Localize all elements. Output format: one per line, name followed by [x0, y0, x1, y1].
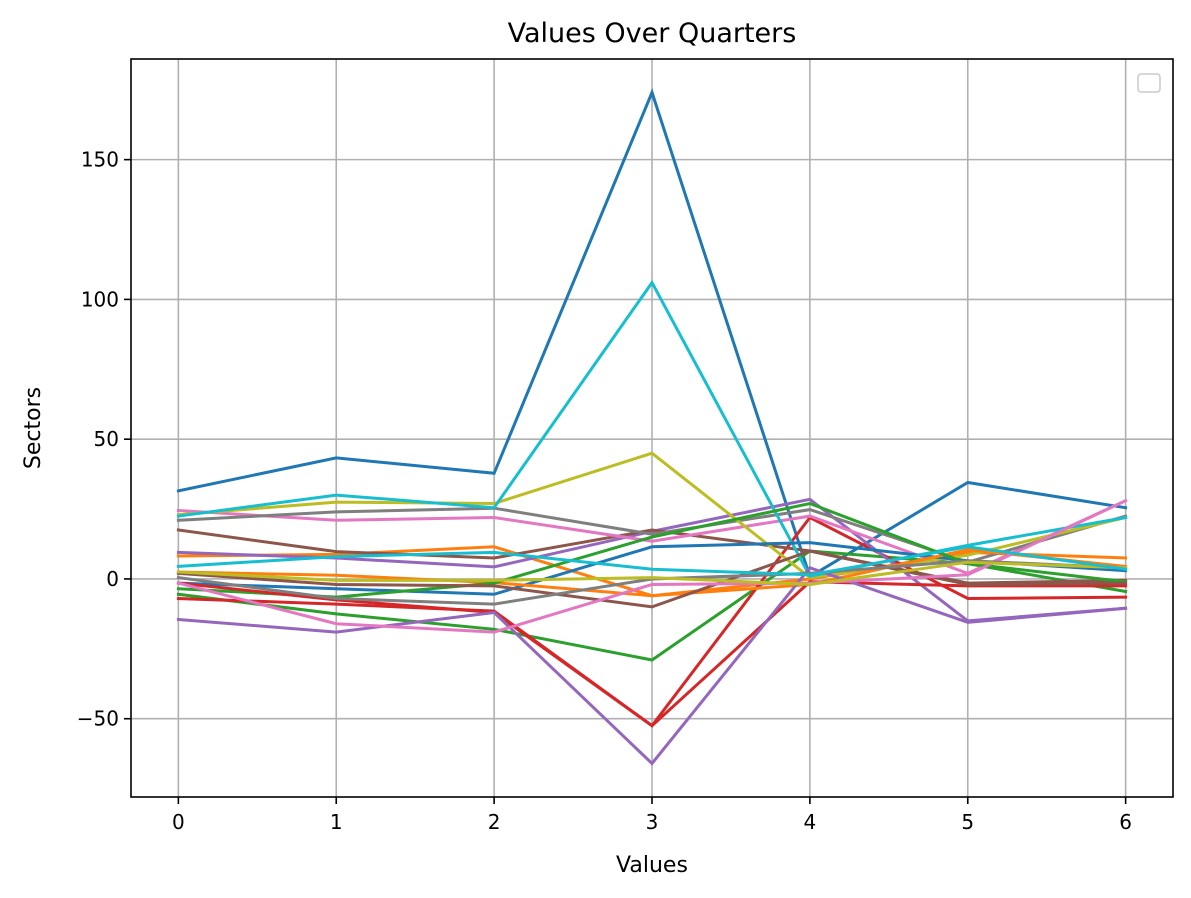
x-tick-label: 2: [488, 810, 501, 834]
series-line-15: [176, 566, 1128, 766]
x-axis-label: Values: [616, 853, 688, 878]
legend: [1137, 73, 1161, 93]
y-tick-label: 50: [94, 427, 119, 451]
x-tick-label: 3: [646, 810, 659, 834]
data-series: [176, 88, 1128, 766]
y-tick-label: 0: [106, 567, 119, 591]
legend-box: [1137, 73, 1161, 93]
x-tick-label: 6: [1119, 810, 1132, 834]
y-tick-label: 150: [81, 148, 119, 172]
y-tick-label: −50: [77, 707, 119, 731]
series-line-20: [176, 545, 1128, 577]
series-line-12: [176, 548, 1128, 598]
chart-title: Values Over Quarters: [508, 18, 797, 49]
series-line-1: [176, 88, 1128, 579]
y-axis-label: Sectors: [21, 387, 46, 469]
series-line-19: [176, 560, 1128, 587]
x-tick-label: 4: [804, 810, 817, 834]
series-line-9: [176, 451, 1128, 580]
axis-ticks: 0 1 2 3 4 5 6 −50 0 50 100 150: [77, 148, 1132, 834]
y-tick-label: 100: [81, 287, 119, 311]
x-tick-label: 0: [172, 810, 185, 834]
series-line-17: [176, 498, 1128, 634]
series-line-16: [176, 549, 1128, 609]
x-tick-label: 5: [961, 810, 974, 834]
x-tick-label: 1: [330, 810, 343, 834]
